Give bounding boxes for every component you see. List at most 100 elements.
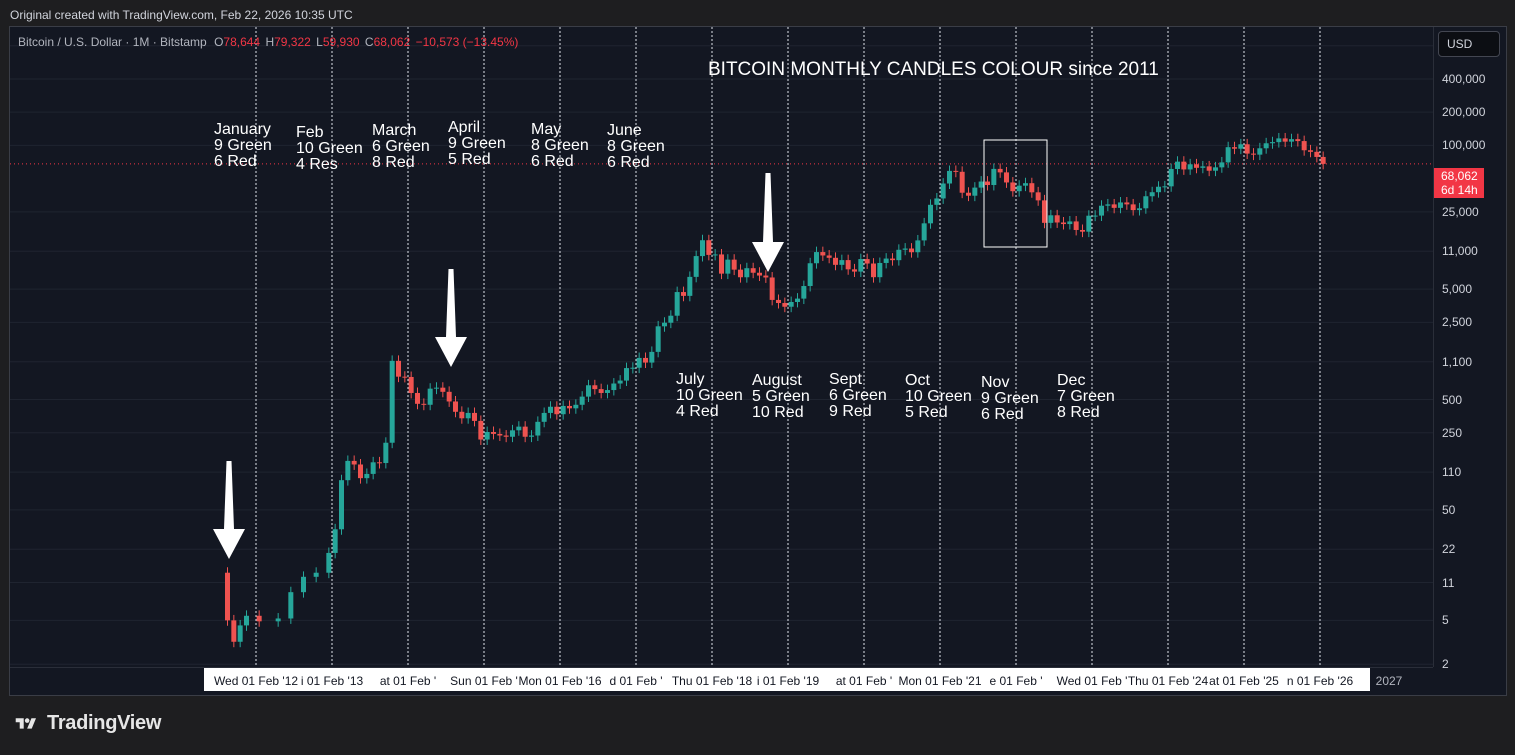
candle	[1118, 197, 1123, 214]
candle-body	[757, 272, 762, 276]
candle	[358, 459, 363, 484]
candle	[478, 415, 484, 445]
candle-body	[1092, 215, 1098, 217]
candle-body	[959, 171, 965, 193]
candle	[446, 386, 452, 407]
currency-button[interactable]: USD	[1438, 31, 1500, 57]
candle	[1244, 138, 1250, 160]
candle	[1175, 156, 1180, 175]
candles	[225, 132, 1326, 648]
candle	[1219, 156, 1225, 173]
candle	[700, 234, 705, 262]
candle-body	[1168, 168, 1174, 187]
candle	[763, 270, 769, 283]
candle-body	[1010, 182, 1016, 192]
candle	[402, 371, 408, 383]
candle-body	[313, 572, 319, 577]
time-tick-label: i 01 Feb '13	[300, 674, 364, 688]
candle-body	[719, 254, 724, 274]
candle-body	[1143, 196, 1149, 209]
month-annotation: Nov 9 Green 6 Red	[981, 375, 1039, 423]
time-tick-label: i 01 Feb '19	[756, 674, 820, 688]
candle	[472, 407, 477, 427]
month-annotation: August 5 Green 10 Red	[752, 373, 810, 421]
candle-body	[1029, 183, 1035, 193]
month-annotation: March 6 Green 8 Red	[372, 123, 430, 171]
candle-body	[478, 420, 484, 440]
candle-body	[649, 351, 655, 363]
candle-body	[1244, 144, 1250, 154]
candle	[510, 424, 515, 443]
price-chart[interactable]	[10, 27, 1433, 667]
candle-body	[1156, 186, 1161, 193]
candle	[1054, 209, 1060, 228]
price-tick-label: 200,000	[1442, 105, 1486, 120]
time-axis[interactable]	[10, 667, 1433, 695]
candle-body	[237, 625, 243, 642]
candle-body	[510, 430, 515, 437]
candle-body	[1162, 186, 1168, 188]
symbol-label[interactable]: Bitcoin / U.S. Dollar · 1M · Bitstamp	[18, 35, 207, 49]
candle-body	[415, 392, 420, 404]
candle	[972, 182, 978, 202]
candle	[1042, 194, 1047, 229]
candle	[630, 362, 636, 374]
candle	[681, 286, 686, 302]
candle-body	[1206, 166, 1212, 171]
candle-body	[288, 592, 294, 619]
annotation-line: January	[214, 121, 271, 138]
candle	[890, 253, 895, 266]
candle-body	[1276, 138, 1282, 143]
price-tick-label: 11,000	[1442, 244, 1478, 259]
annotation-line: June	[607, 122, 642, 139]
candle	[586, 379, 591, 403]
candle	[1295, 133, 1301, 147]
candle	[636, 352, 642, 374]
candle	[858, 253, 864, 278]
time-tick-label: n 01 Feb '26	[1286, 674, 1354, 688]
candle-body	[839, 260, 845, 265]
candle	[1137, 202, 1142, 216]
month-annotation: May 8 Green 6 Red	[531, 122, 589, 170]
annotation-line: 8 Green	[531, 137, 589, 154]
annotation-line: 5 Red	[905, 404, 948, 421]
candle	[605, 384, 610, 399]
candle-body	[605, 390, 610, 393]
annotation-line: Feb	[296, 124, 324, 141]
time-tick-label: at 01 Feb '	[835, 674, 893, 688]
price-tick-label: 2	[1442, 657, 1449, 672]
candle-body	[788, 301, 794, 307]
candle-body	[909, 248, 914, 253]
candle	[940, 178, 946, 204]
annotation-line: May	[531, 121, 562, 138]
price-tick-label: 500	[1442, 392, 1463, 407]
candle-body	[611, 383, 617, 391]
price-axis[interactable]: 800,000400,000200,000100,00025,00011,000…	[1433, 27, 1506, 671]
candle	[1080, 224, 1085, 238]
candle	[909, 243, 914, 258]
arrows	[213, 173, 784, 559]
candle	[902, 243, 908, 256]
month-annotation: July 10 Green 4 Red	[676, 372, 743, 420]
annotation-line: 4 Red	[676, 403, 719, 420]
candle	[1029, 177, 1035, 198]
candle-body	[712, 254, 718, 256]
annotation-line: 8 Red	[372, 154, 415, 171]
price-tick-label: 100,000	[1442, 138, 1486, 153]
candle	[1301, 135, 1307, 156]
candle	[668, 310, 674, 329]
down-arrow	[213, 461, 245, 559]
highlight-box	[983, 139, 1048, 248]
chart-title: BITCOIN MONTHLY CANDLES COLOUR since 201…	[708, 59, 1159, 80]
price-tick-label: 5	[1442, 613, 1449, 628]
candle-body	[256, 615, 262, 622]
candle	[389, 355, 395, 449]
candle	[731, 254, 737, 276]
candle-body	[1270, 142, 1275, 144]
tradingview-logo[interactable]: TradingView	[11, 712, 161, 735]
annotation-line: Sept	[829, 371, 862, 388]
candle	[1276, 132, 1282, 148]
annotation-line: 8 Red	[1057, 404, 1100, 421]
candle-body	[560, 405, 566, 415]
open-key: O	[214, 35, 224, 49]
